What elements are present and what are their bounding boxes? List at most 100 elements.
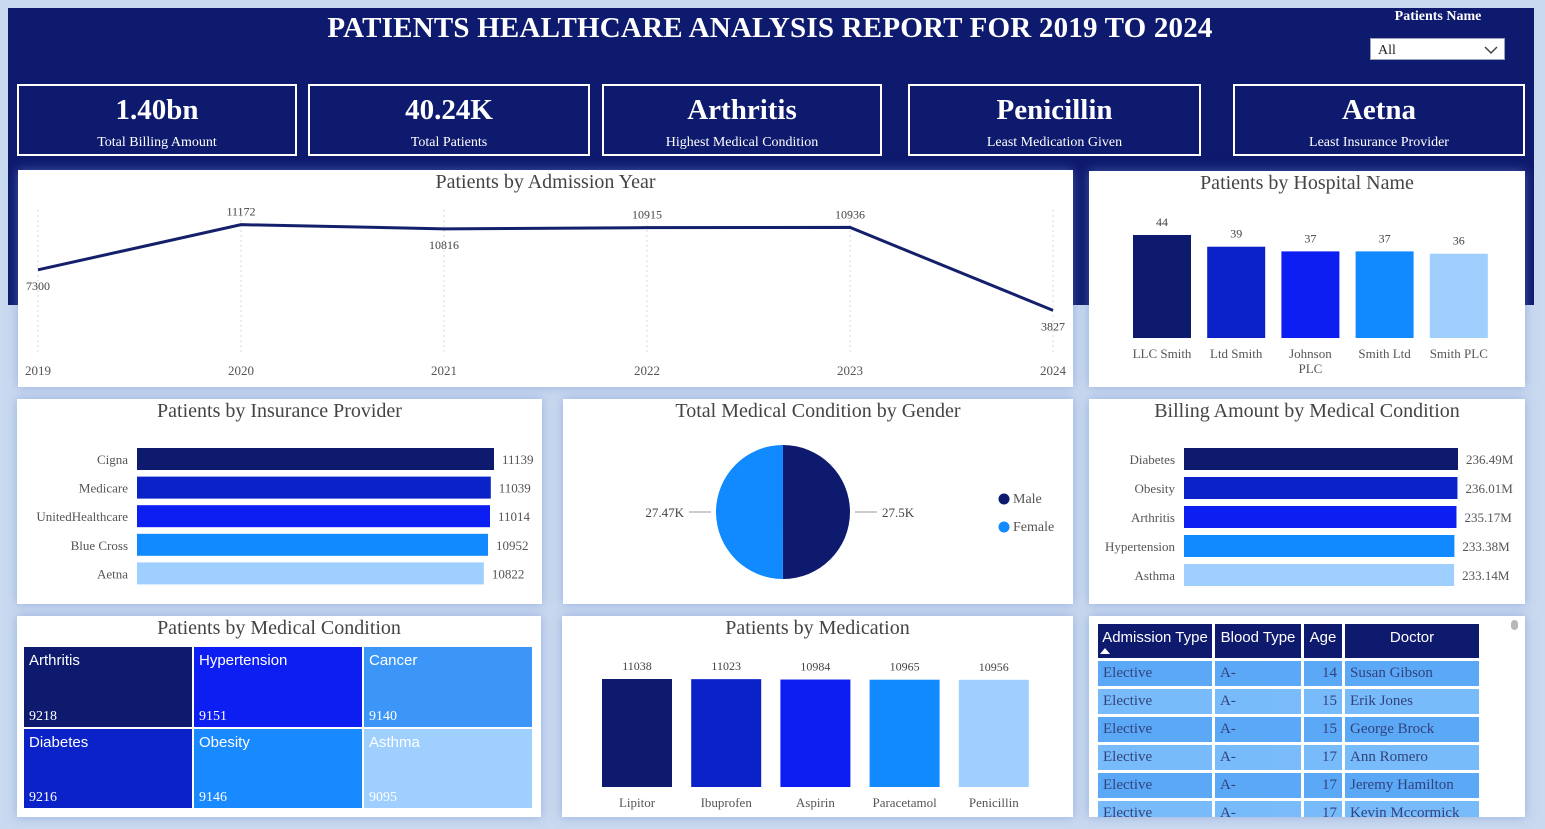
patients-name-dropdown[interactable]: All [1370, 38, 1505, 60]
category-label: Ltd Smith [1210, 346, 1263, 361]
admission-year-panel: Patients by Admission Year 2019 2020 2021 2… [18, 170, 1073, 387]
table-cell: 17 [1304, 773, 1342, 798]
category-label: LLC Smith [1133, 346, 1192, 361]
table-cell: Kevin Mccormick [1345, 801, 1479, 817]
filter-label: Patients Name [1394, 9, 1482, 24]
header-label: Blood Type [1220, 629, 1296, 646]
bar-value-label: 233.14M [1462, 568, 1510, 583]
x-tick-label: 2024 [1040, 363, 1067, 378]
table-cell: A- [1215, 745, 1301, 770]
kpi-value: 40.24K [405, 94, 493, 126]
admission-line [37, 223, 1054, 312]
data-label: 10915 [632, 208, 662, 222]
table-cell: Susan Gibson [1345, 661, 1479, 686]
column-header-blood-type[interactable]: Blood Type [1215, 624, 1301, 658]
treemap-label: Diabetes [29, 733, 89, 751]
treemap-cell-cancer: Cancer 9140 [363, 646, 533, 728]
x-tick-label: 2021 [431, 363, 457, 378]
category-label: Medicare [79, 481, 128, 496]
table-cell: 17 [1304, 745, 1342, 770]
data-label: 10816 [429, 238, 459, 252]
table-row[interactable]: Elective A- 17 Kevin Mccormick [1098, 801, 1479, 817]
bar-value-label: 39 [1230, 227, 1242, 241]
bar [137, 562, 484, 585]
column-header-doctor[interactable]: Doctor [1345, 624, 1479, 658]
kpi-label: Highest Medical Condition [665, 135, 819, 150]
table-cell: 14 [1304, 661, 1342, 686]
insurance-bar-chart: Cigna 11139 Medicare 11039 UnitedHealthcare 1… [36, 448, 534, 585]
table-cell: Elective [1098, 661, 1212, 686]
table-cell: Elective [1098, 801, 1212, 817]
kpi-label: Least Medication Given [986, 135, 1123, 150]
chart-title: Patients by Insurance Provider [157, 400, 402, 422]
table-cell: A- [1215, 661, 1301, 686]
bar-value-label: 236.49M [1466, 452, 1514, 467]
chart-title: Patients by Medication [725, 617, 910, 639]
gender-pie-chart: 27.5K 27.47K Male Female [645, 445, 1054, 579]
category-label: Cigna [97, 452, 128, 467]
bar-value-label: 11014 [498, 509, 531, 524]
bar-value-label: 10965 [890, 660, 920, 674]
treemap-value: 9218 [29, 708, 57, 724]
table-cell: George Brock [1345, 717, 1479, 742]
treemap-label: Arthritis [29, 652, 80, 669]
hospital-panel: Patients by Hospital Name 44 LLC Smith 39 L… [1089, 171, 1525, 387]
table-cell: 15 [1304, 689, 1342, 714]
treemap-label: Cancer [369, 652, 418, 669]
category-label: Aetna [97, 566, 128, 581]
gender-panel: Total Medical Condition by Gender 27.5K 2… [563, 399, 1073, 604]
table-row[interactable]: Elective A- 15 Erik Jones [1098, 689, 1479, 714]
kpi-card-condition: Arthritis Highest Medical Condition [602, 84, 882, 156]
chart-title: Patients by Hospital Name [1200, 172, 1414, 194]
chart-title: Patients by Admission Year [435, 171, 656, 193]
column-header-admission-type[interactable]: Admission Type [1098, 624, 1212, 658]
table-cell: Elective [1098, 717, 1212, 742]
pie-slice-male [782, 445, 850, 579]
treemap-value: 9216 [29, 790, 57, 805]
insurance-panel: Patients by Insurance Provider Cigna 1113… [17, 399, 542, 604]
table-row[interactable]: Elective A- 15 George Brock [1098, 717, 1479, 742]
bar-value-label: 10822 [492, 566, 525, 581]
data-label: 11172 [226, 205, 255, 219]
scrollbar-thumb[interactable] [1511, 620, 1518, 630]
table-row[interactable]: Elective A- 17 Jeremy Hamilton [1098, 773, 1479, 798]
table-row[interactable]: Elective A- 14 Susan Gibson [1098, 661, 1479, 686]
category-label: Paracetamol [872, 795, 937, 810]
kpi-value: 1.40bn [115, 94, 199, 126]
medication-bar-chart: 11038 Lipitor 11023 Ibuprofen 10984 Aspirin 10… [602, 659, 1029, 810]
treemap-cell-arthritis: Arthritis 9218 [23, 646, 193, 728]
bar [1184, 477, 1458, 499]
bar-value-label: 11139 [502, 452, 534, 467]
kpi-label: Least Insurance Provider [1309, 135, 1449, 150]
bar-value-label: 10952 [496, 538, 528, 553]
table-row[interactable]: Elective A- 17 Ann Romero [1098, 745, 1479, 770]
header-label: Admission Type [1102, 629, 1208, 646]
pie-slice-female [715, 445, 783, 579]
treemap-cell-diabetes: Diabetes 9216 [23, 727, 193, 809]
category-label: Smith PLC [1430, 346, 1488, 361]
chart-title: Patients by Medical Condition [157, 617, 401, 639]
treemap-label: Asthma [369, 733, 420, 751]
x-tick-label: 2023 [837, 363, 863, 378]
column-header-age[interactable]: Age [1304, 624, 1342, 658]
treemap-label: Obesity [199, 733, 250, 751]
kpi-label: Total Patients [410, 135, 488, 150]
header-label: Doctor [1389, 629, 1435, 646]
page-title: PATIENTS HEALTHCARE ANALYSIS REPORT FOR … [327, 12, 1213, 44]
x-tick-label: 2019 [25, 363, 51, 378]
bar-value-label: 44 [1156, 215, 1168, 229]
data-label: 3827 [1041, 319, 1065, 333]
bar [1184, 564, 1455, 586]
sort-ascending-icon [1100, 648, 1110, 654]
data-label: 10936 [835, 207, 865, 221]
bar-value-label: 11039 [499, 481, 531, 496]
billing-bar-chart: Diabetes 236.49M Obesity 236.01M Arthritis 23… [1105, 448, 1514, 586]
bar-value-label: 37 [1304, 231, 1316, 245]
bar-value-label: 10984 [800, 660, 830, 674]
bar [1429, 253, 1488, 338]
category-label: UnitedHealthcare [36, 509, 128, 524]
slice-value-label: 27.5K [882, 505, 915, 520]
legend-label: Female [1013, 520, 1054, 535]
bar [1133, 235, 1191, 338]
bar-value-label: 36 [1453, 234, 1465, 248]
